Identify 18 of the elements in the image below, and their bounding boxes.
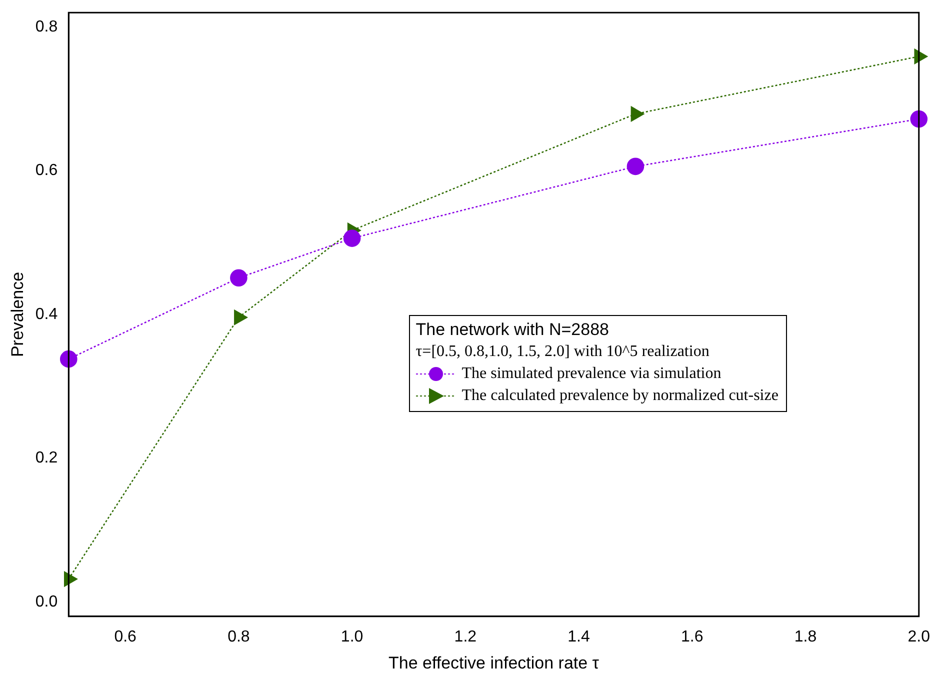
y-tick-label: 0.0 bbox=[35, 593, 58, 610]
legend-label: The simulated prevalence via simulation bbox=[462, 364, 722, 384]
x-tick-label: 1.8 bbox=[794, 628, 817, 646]
x-tick-label: 1.0 bbox=[340, 628, 364, 646]
y-tick-label: 0.2 bbox=[35, 450, 58, 467]
x-tick-label: 0.8 bbox=[228, 628, 250, 646]
x-tick-label: 1.6 bbox=[681, 628, 704, 646]
x-tick-label: 2.0 bbox=[908, 628, 930, 646]
x-axis-title: The effective infection rate τ bbox=[388, 653, 600, 672]
legend-label: The calculated prevalence by normalized cut-size bbox=[462, 386, 778, 406]
x-tick-label: 1.2 bbox=[454, 628, 477, 646]
legend-title: The network with N=2888 τ=[0.5, 0.8,1.0, 1.5, 2.0] with 10^5 realization bbox=[416, 318, 710, 362]
x-tick-label: 1.4 bbox=[568, 628, 590, 646]
y-tick-label: 0.8 bbox=[35, 18, 58, 36]
y-tick-label: 0.4 bbox=[35, 306, 58, 323]
y-tick-label: 0.6 bbox=[35, 162, 58, 180]
x-tick-label: 0.6 bbox=[114, 628, 137, 646]
y-axis-title: Prevalence bbox=[8, 272, 27, 358]
